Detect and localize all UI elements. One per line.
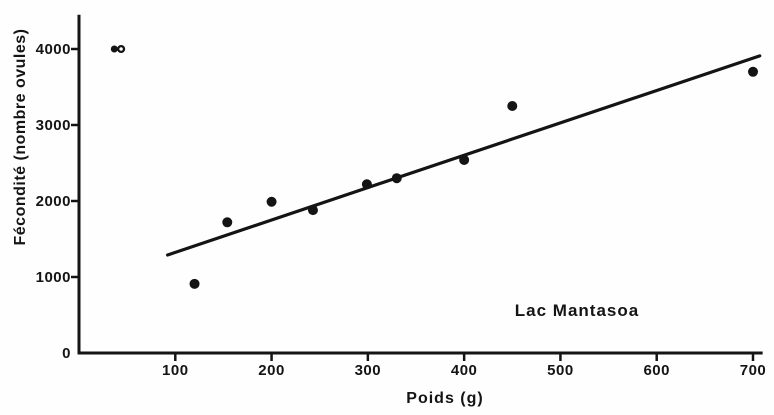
overlap-marker-open-circle bbox=[117, 44, 126, 54]
y-axis-tick-label: 0 bbox=[62, 345, 71, 362]
data-point bbox=[507, 101, 518, 111]
data-point bbox=[222, 217, 233, 228]
overlap-marker-filled-dot bbox=[110, 45, 118, 53]
x-axis-tick-label: 400 bbox=[451, 362, 478, 379]
y-axis-tick-label: 3000 bbox=[36, 117, 71, 134]
y-axis-tick-label: 4000 bbox=[36, 41, 71, 58]
y-axis-tick-label: 1000 bbox=[36, 269, 71, 286]
x-axis-tick-label: 600 bbox=[643, 362, 670, 379]
x-axis-tick-label: 700 bbox=[740, 362, 767, 379]
data-point bbox=[307, 205, 318, 216]
y-axis-title: Fécondité (nombre ovules) bbox=[12, 28, 29, 246]
data-point bbox=[189, 278, 200, 289]
x-axis-title: Poids (g) bbox=[406, 390, 484, 407]
data-point bbox=[361, 179, 372, 190]
x-axis-tick-label: 300 bbox=[355, 362, 382, 379]
data-point bbox=[459, 154, 470, 165]
x-axis-tick-label: 200 bbox=[258, 362, 285, 379]
lake-name-annotation: Lac Mantasoa bbox=[514, 301, 640, 320]
x-axis-tick-label: 500 bbox=[547, 362, 574, 379]
x-axis-tick-label: 100 bbox=[162, 362, 189, 379]
y-axis-tick-label: 2000 bbox=[36, 193, 71, 210]
data-point bbox=[748, 66, 758, 77]
data-point bbox=[391, 173, 402, 184]
data-point bbox=[266, 196, 277, 207]
